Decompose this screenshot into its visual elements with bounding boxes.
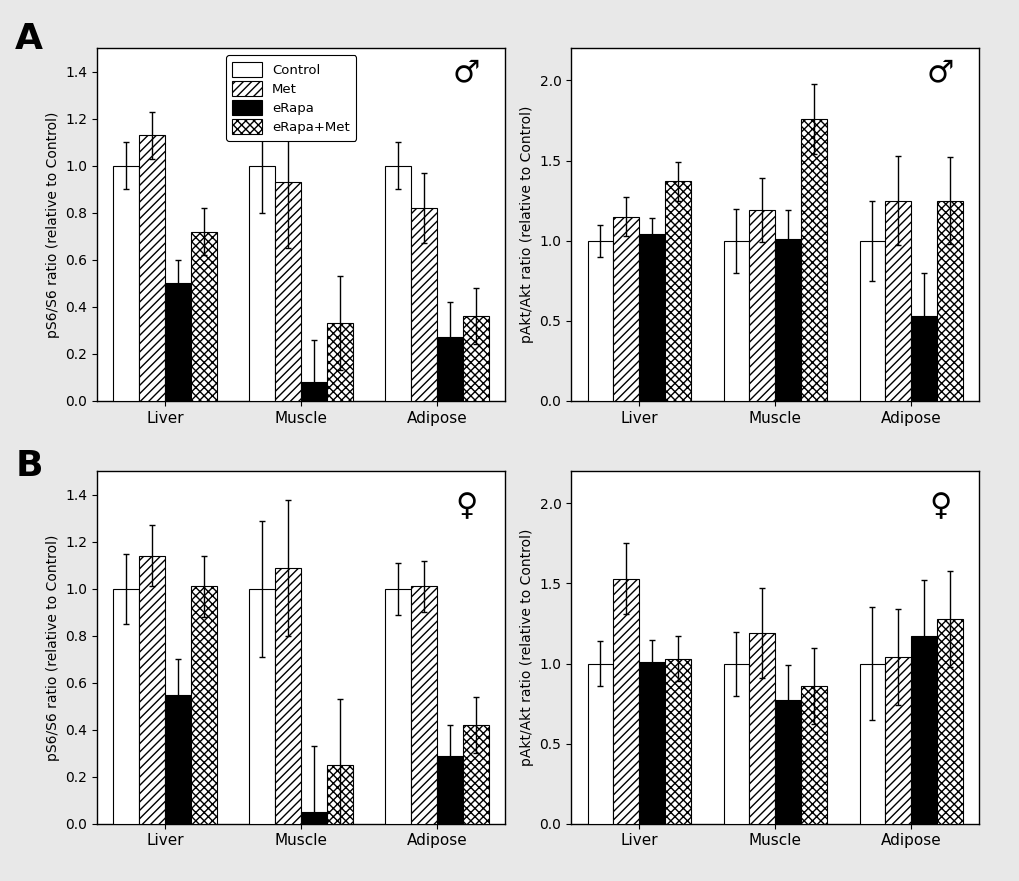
Bar bbox=[664, 181, 690, 401]
Bar bbox=[385, 589, 411, 824]
Bar bbox=[884, 657, 910, 824]
Bar bbox=[165, 284, 191, 401]
Bar bbox=[463, 725, 488, 824]
Bar bbox=[113, 166, 139, 401]
Text: ♂: ♂ bbox=[452, 59, 479, 87]
Text: ♂: ♂ bbox=[926, 59, 953, 87]
Text: B: B bbox=[15, 449, 43, 484]
Bar bbox=[411, 587, 436, 824]
Bar bbox=[275, 567, 301, 824]
Bar bbox=[139, 136, 165, 401]
Bar bbox=[326, 765, 353, 824]
Bar bbox=[113, 589, 139, 824]
Text: ♀: ♀ bbox=[454, 492, 477, 521]
Bar bbox=[910, 636, 936, 824]
Text: A: A bbox=[15, 22, 43, 56]
Bar bbox=[612, 217, 639, 401]
Text: ♀: ♀ bbox=[928, 492, 951, 521]
Bar bbox=[722, 663, 749, 824]
Bar bbox=[301, 812, 326, 824]
Bar bbox=[884, 201, 910, 401]
Bar bbox=[139, 556, 165, 824]
Bar bbox=[612, 579, 639, 824]
Bar bbox=[800, 119, 826, 401]
Bar bbox=[587, 241, 612, 401]
Bar bbox=[191, 232, 216, 401]
Bar bbox=[664, 659, 690, 824]
Bar bbox=[191, 587, 216, 824]
Bar bbox=[936, 618, 962, 824]
Bar bbox=[639, 234, 664, 401]
Bar bbox=[749, 633, 774, 824]
Y-axis label: pAkt/Akt ratio (relative to Control): pAkt/Akt ratio (relative to Control) bbox=[520, 529, 533, 766]
Bar bbox=[800, 686, 826, 824]
Bar bbox=[275, 182, 301, 401]
Y-axis label: pS6/S6 ratio (relative to Control): pS6/S6 ratio (relative to Control) bbox=[46, 535, 59, 760]
Bar bbox=[936, 201, 962, 401]
Bar bbox=[411, 208, 436, 401]
Bar bbox=[249, 166, 275, 401]
Y-axis label: pS6/S6 ratio (relative to Control): pS6/S6 ratio (relative to Control) bbox=[46, 112, 59, 337]
Bar bbox=[249, 589, 275, 824]
Bar bbox=[436, 756, 463, 824]
Bar bbox=[639, 662, 664, 824]
Legend: Control, Met, eRapa, eRapa+Met: Control, Met, eRapa, eRapa+Met bbox=[225, 55, 356, 141]
Y-axis label: pAkt/Akt ratio (relative to Control): pAkt/Akt ratio (relative to Control) bbox=[520, 106, 533, 344]
Bar bbox=[749, 211, 774, 401]
Bar bbox=[165, 694, 191, 824]
Bar bbox=[587, 663, 612, 824]
Bar bbox=[722, 241, 749, 401]
Bar bbox=[385, 166, 411, 401]
Bar bbox=[326, 323, 353, 401]
Bar bbox=[910, 316, 936, 401]
Bar bbox=[463, 316, 488, 401]
Bar bbox=[436, 337, 463, 401]
Bar bbox=[774, 239, 800, 401]
Bar bbox=[301, 382, 326, 401]
Bar bbox=[774, 700, 800, 824]
Bar bbox=[859, 241, 884, 401]
Bar bbox=[859, 663, 884, 824]
